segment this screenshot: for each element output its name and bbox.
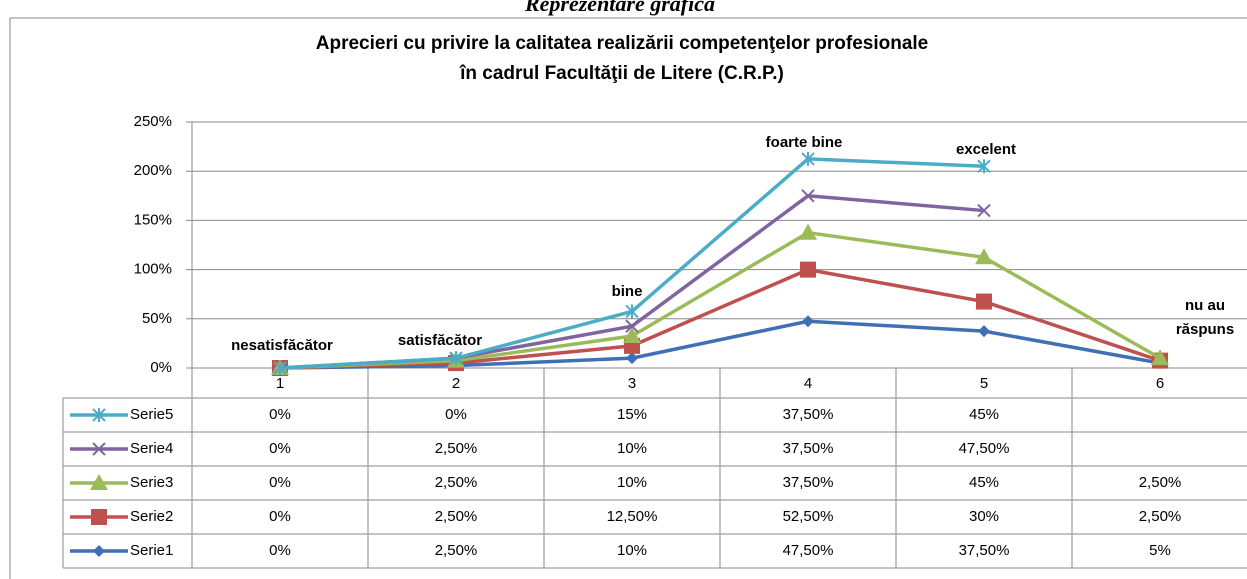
annotation: foarte bine xyxy=(765,134,843,151)
marker xyxy=(977,203,991,218)
y-tick-label: 0% xyxy=(150,359,172,376)
x-tick-label: 5 xyxy=(980,375,988,392)
annotation: excelent xyxy=(955,141,1017,158)
table-cell: 0% xyxy=(269,406,291,423)
series-line xyxy=(279,319,1161,370)
x-tick-label: 1 xyxy=(276,375,284,392)
table-cell: 2,50% xyxy=(435,542,478,559)
y-tick-label: 250% xyxy=(134,113,172,130)
annotation: nesatisfăcător xyxy=(231,337,333,354)
chart-border xyxy=(9,17,1247,579)
table-cell: 52,50% xyxy=(783,508,834,525)
table-cell: 37,50% xyxy=(783,440,834,457)
legend-marker xyxy=(90,474,108,490)
series-line xyxy=(279,267,1161,370)
annotation: satisfăcător xyxy=(397,332,483,349)
table-cell: 37,50% xyxy=(783,406,834,423)
x-tick-label: 3 xyxy=(628,375,636,392)
table-cell: 2,50% xyxy=(435,474,478,491)
table-cell: 2,50% xyxy=(435,440,478,457)
x-tick-label: 4 xyxy=(804,375,812,392)
table-cell: 0% xyxy=(269,474,291,491)
legend-marker xyxy=(92,442,106,456)
table-cell: 45% xyxy=(969,474,999,491)
heading: Reprezentare grafică xyxy=(524,0,715,16)
table-cell: 0% xyxy=(269,542,291,559)
table-cell: 2,50% xyxy=(1139,508,1182,525)
marker xyxy=(801,151,815,166)
table-cell: 10% xyxy=(617,474,647,491)
marker xyxy=(623,327,641,344)
legend-marker xyxy=(91,509,107,525)
legend-label: Serie2 xyxy=(130,508,173,525)
marker xyxy=(802,315,814,328)
chart-title: Aprecieri cu privire la calitatea realiz… xyxy=(316,33,928,54)
y-tick-label: 200% xyxy=(134,162,172,179)
table-cell: 0% xyxy=(269,508,291,525)
y-tick-label: 100% xyxy=(134,261,172,278)
legend-label: Serie4 xyxy=(130,440,173,457)
table-cell: 30% xyxy=(969,508,999,525)
marker xyxy=(977,159,991,174)
marker xyxy=(625,319,639,333)
y-tick-label: 50% xyxy=(142,310,172,327)
table-cell: 37,50% xyxy=(959,542,1010,559)
x-tick-label: 2 xyxy=(452,375,460,392)
annotation: nu au răspuns xyxy=(1175,297,1235,338)
chart-title: în cadrul Facultăţii de Litere (C.R.P.) xyxy=(459,63,784,84)
table-cell: 2,50% xyxy=(435,508,478,525)
x-tick-label: 6 xyxy=(1156,375,1164,392)
marker xyxy=(801,189,815,203)
table-cell: 10% xyxy=(617,542,647,559)
marker xyxy=(975,248,993,265)
y-tick-label: 150% xyxy=(134,211,172,228)
table-cell: 2,50% xyxy=(1139,474,1182,491)
table-cell: 10% xyxy=(617,440,647,457)
marker xyxy=(799,223,817,240)
marker xyxy=(625,304,639,319)
legend-label: Serie1 xyxy=(130,542,173,559)
table-cell: 12,50% xyxy=(607,508,658,525)
table-cell: 45% xyxy=(969,406,999,423)
table-cell: 47,50% xyxy=(959,440,1010,457)
legend-marker xyxy=(92,408,106,422)
table-cell: 0% xyxy=(269,440,291,457)
marker xyxy=(800,261,816,278)
table-cell: 5% xyxy=(1149,542,1171,559)
marker xyxy=(449,351,463,366)
annotation: bine xyxy=(611,283,643,300)
legend-marker xyxy=(93,545,105,557)
marker xyxy=(626,352,638,365)
legend-label: Serie3 xyxy=(130,474,173,491)
legend-label: Serie5 xyxy=(130,406,173,423)
marker xyxy=(1151,349,1169,366)
marker xyxy=(273,361,287,375)
table-cell: 15% xyxy=(617,406,647,423)
table-cell: 0% xyxy=(445,406,467,423)
marker xyxy=(976,293,992,310)
table-cell: 47,50% xyxy=(783,542,834,559)
marker xyxy=(978,325,990,338)
series-line xyxy=(279,230,1161,370)
table-cell: 37,50% xyxy=(783,474,834,491)
